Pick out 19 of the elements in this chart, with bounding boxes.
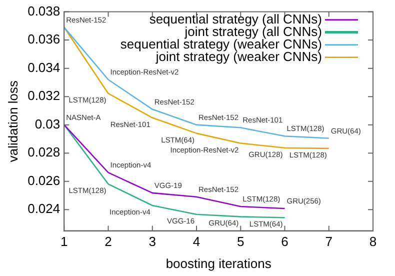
x-tick-label: 4 — [192, 234, 200, 250]
y-tick-label: 0.036 — [28, 32, 60, 47]
y-tick-label: 0.034 — [28, 60, 60, 75]
x-tick-label: 5 — [237, 234, 244, 250]
legend-label: sequential strategy (all CNNs) — [149, 11, 322, 26]
x-tick-label: 8 — [369, 234, 377, 250]
y-tick-label: 0.03 — [34, 116, 60, 132]
y-tick-label: 0.038 — [28, 3, 60, 18]
x-tick-label: 2 — [104, 234, 112, 250]
y-axis-title: validation loss — [5, 80, 20, 162]
y-tick-label: 0.024 — [28, 201, 60, 216]
x-tick-label: 6 — [281, 234, 288, 250]
y-tick-label: 0.026 — [28, 172, 60, 188]
x-tick-label: 1 — [60, 234, 68, 250]
x-tick-label: 3 — [148, 234, 156, 250]
x-axis-title: boosting iterations — [166, 256, 272, 271]
y-tick-label: 0.032 — [28, 88, 60, 104]
y-tick-label: 0.028 — [28, 144, 60, 160]
x-tick-label: 7 — [325, 234, 332, 250]
